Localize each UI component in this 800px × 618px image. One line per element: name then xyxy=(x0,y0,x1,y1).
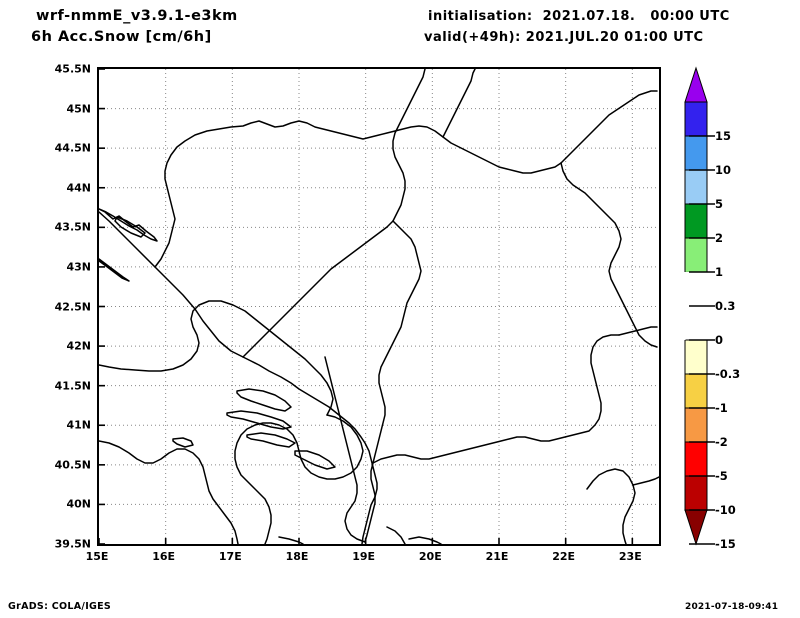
x-axis-tick-label: 22E xyxy=(552,550,576,563)
colorbar-tick-label: 5 xyxy=(715,197,724,211)
colorbar-band xyxy=(684,237,708,273)
coastlines-and-borders xyxy=(99,69,659,544)
y-axis-tick-label: 39.5N xyxy=(54,537,91,551)
colorbar-tick-label: -5 xyxy=(715,469,728,483)
colorbar-tick-label: -15 xyxy=(715,537,736,551)
colorbar-bands xyxy=(684,66,708,546)
x-axis-tick-label: 16E xyxy=(152,550,176,563)
colorbar-band xyxy=(684,407,708,443)
colorbar-top-arrow xyxy=(684,66,708,103)
colorbar-band xyxy=(684,101,708,137)
colorbar-tick-label: 0 xyxy=(715,333,724,347)
generated-timestamp: 2021-07-18-09:41 xyxy=(685,602,779,612)
x-axis-tick-label: 18E xyxy=(285,550,309,563)
y-axis-tick-label: 43.5N xyxy=(54,220,91,234)
colorbar-ticks xyxy=(689,135,715,545)
y-axis-tick-label: 43N xyxy=(66,260,91,274)
x-axis-tick-label: 21E xyxy=(485,550,509,563)
y-axis-tick-label: 41.5N xyxy=(54,379,91,393)
colorbar-band xyxy=(684,373,708,409)
colorbar-band xyxy=(684,475,708,511)
y-axis-tick-label: 41N xyxy=(66,418,91,432)
colorbar-band xyxy=(684,441,708,477)
colorbar-tick-label: -2 xyxy=(715,435,728,449)
colorbar-band xyxy=(684,169,708,205)
colorbar-band xyxy=(685,272,707,307)
x-axis-tick-label: 15E xyxy=(85,550,109,563)
colorbar-tick-label: 2 xyxy=(715,231,724,245)
y-axis-tick-label: 44.5N xyxy=(54,141,91,155)
page-title: wrf-nmmE_v3.9.1-e3km xyxy=(36,8,238,24)
y-axis-tick-label: 45N xyxy=(66,102,91,116)
colorbar-tick-label: -10 xyxy=(715,503,736,517)
gridlines xyxy=(99,69,659,544)
x-axis-tick-label: 17E xyxy=(218,550,242,563)
colorbar-tick-label: 1 xyxy=(715,265,724,279)
x-axis-tick-label: 19E xyxy=(352,550,376,563)
y-axis-tick-label: 40N xyxy=(66,497,91,511)
y-axis-tick-label: 45.5N xyxy=(54,62,91,76)
colorbar-tick-label: 0.3 xyxy=(715,299,736,313)
y-axis-tick-label: 40.5N xyxy=(54,458,91,472)
valid-time-text: valid(+49h): 2021.JUL.20 01:00 UTC xyxy=(424,30,704,45)
colorbar-canvas xyxy=(684,66,715,546)
credit-text: GrADS: COLA/IGES xyxy=(8,601,112,612)
y-axis-tick-label: 42N xyxy=(66,339,91,353)
x-axis: 15E 16E 17E 18E 19E 20E 21E 22E 23E xyxy=(86,550,661,570)
y-axis-tick-label: 42.5N xyxy=(54,300,91,313)
map-plot-area[interactable] xyxy=(97,67,661,546)
initialisation-text: initialisation: 2021.07.18. 00:00 UTC xyxy=(428,9,730,24)
colorbar-tick-label: 10 xyxy=(715,163,732,177)
x-axis-tick-label: 23E xyxy=(618,550,642,563)
colorbar[interactable]: 15 10 5 2 1 0.3 0 -0.3 -1 -2 -5 -10 -15 xyxy=(677,66,795,551)
x-axis-tick-label: 20E xyxy=(418,550,442,563)
colorbar-band xyxy=(684,339,708,375)
map-canvas xyxy=(99,69,659,544)
y-axis-tick-label: 44N xyxy=(66,181,91,195)
colorbar-bottom-arrow xyxy=(684,509,708,546)
field-subtitle: 6h Acc.Snow [cm/6h] xyxy=(31,29,212,45)
colorbar-band xyxy=(684,135,708,171)
colorbar-band xyxy=(685,306,707,341)
colorbar-tick-label: -1 xyxy=(715,401,728,415)
colorbar-tick-label: 15 xyxy=(715,129,732,143)
colorbar-tick-label: -0.3 xyxy=(715,367,741,381)
colorbar-band xyxy=(684,203,708,239)
y-axis: 45.5N 45N 44.5N 44N 43.5N 43N 42.5N 42N 41.5N 41N… xyxy=(33,63,91,551)
